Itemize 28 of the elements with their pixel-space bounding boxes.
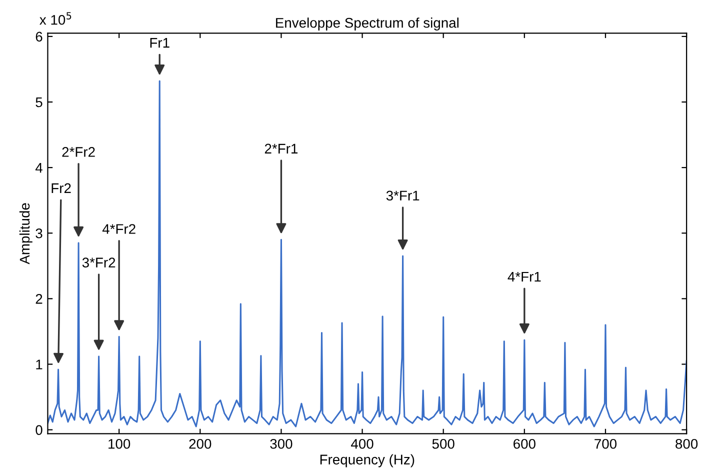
annotation: 4*Fr1 — [508, 272, 541, 282]
y-tick-label: 5 — [36, 97, 42, 108]
y-axis-title: Amplitude — [19, 203, 32, 264]
annotation: 3*Fr2 — [82, 258, 116, 268]
annotation: Fr2 — [52, 183, 71, 193]
annotation: 2*Fr2 — [62, 147, 95, 157]
annotation: 2*Fr1 — [264, 144, 298, 154]
annotation: 4*Fr2 — [102, 224, 136, 234]
x-tick-label: 300 — [270, 438, 292, 449]
annotation: 3*Fr1 — [386, 190, 420, 201]
line-series — [48, 80, 687, 428]
x-tick-label: 200 — [189, 438, 212, 449]
y-tick-label: 3 — [36, 228, 42, 238]
y-tick-label: 4 — [35, 163, 42, 173]
y-tick-label: 1 — [36, 360, 42, 370]
text: x 10$^{5}$ — [40, 12, 72, 25]
y-tick-label: 0 — [36, 425, 42, 435]
x-tick-label: 600 — [514, 438, 536, 449]
x-tick-label: 800 — [676, 438, 698, 449]
y-tick-label: 2 — [36, 294, 42, 304]
x-tick-label: 500 — [432, 438, 454, 449]
x-axis-title: Frequency (Hz) — [320, 454, 414, 468]
x-tick-label: 100 — [108, 438, 130, 449]
x-tick-label: 400 — [351, 438, 374, 449]
annotation: Fr1 — [150, 38, 170, 48]
chart-title: Enveloppe Spectrum of signal — [276, 18, 458, 31]
x-tick-label: 700 — [594, 438, 617, 449]
y-tick-label: 6 — [36, 32, 42, 42]
